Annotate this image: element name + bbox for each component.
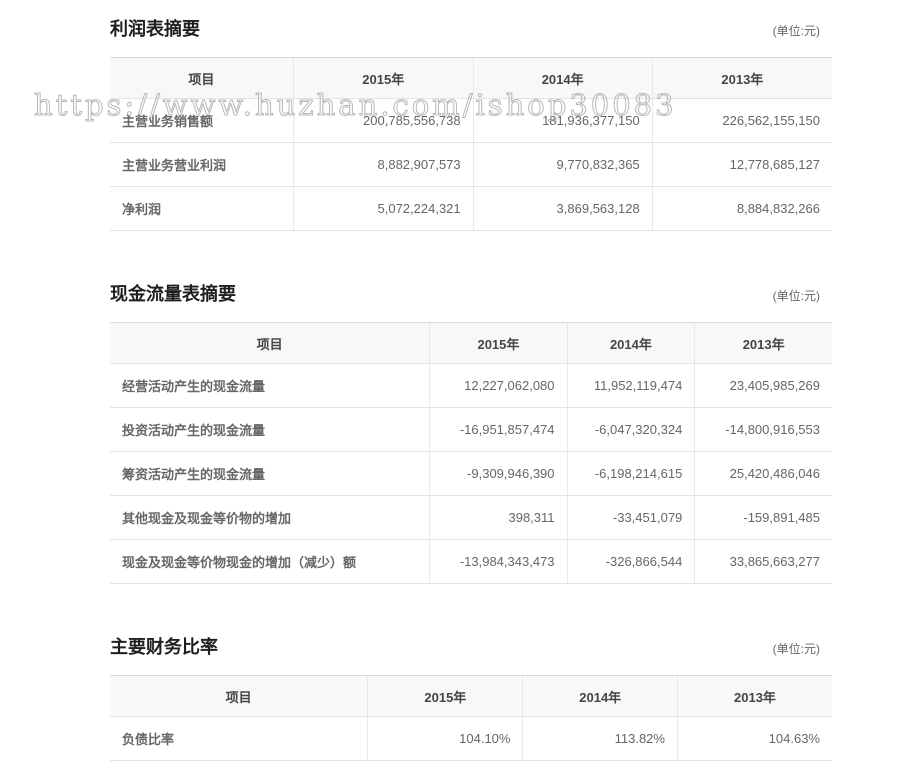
unit-label: (单位:元) [772,24,820,38]
row-label: 主营业务销售额 [110,98,294,143]
financial-ratios-table: 项目 2015年 2014年 2013年 负债比率 104.10% 113.82… [110,675,832,762]
row-label: 净利润 [110,186,294,231]
cell-value: 9,770,832,365 [472,142,653,187]
cell-value: 5,072,224,321 [292,186,474,231]
table-header-row: 项目 2015年 2014年 2013年 [110,322,832,364]
section-header: 主要财务比率 (单位:元) [110,638,832,657]
column-header-2015: 2015年 [429,322,568,364]
row-label: 主营业务营业利润 [110,142,294,187]
column-header-item: 项目 [110,57,294,99]
column-header-2014: 2014年 [472,57,653,99]
table-row: 投资活动产生的现金流量 -16,951,857,474 -6,047,320,3… [110,407,832,452]
table-row: 主营业务营业利润 8,882,907,573 9,770,832,365 12,… [110,142,832,187]
cell-value: 181,936,377,150 [472,98,653,143]
cell-value: -9,309,946,390 [429,451,568,496]
income-statement-table: 项目 2015年 2014年 2013年 主营业务销售额 200,785,556… [110,57,832,231]
row-label: 负债比率 [110,716,368,761]
cell-value: -6,198,214,615 [566,451,695,496]
unit-label: (单位:元) [772,642,820,656]
cell-value: 104.10% [367,716,523,761]
cell-value: 104.63% [676,716,832,761]
cell-value: -14,800,916,553 [694,407,832,452]
section-title-cash-flow: 现金流量表摘要 [110,284,236,304]
cell-value: -16,951,857,474 [429,407,568,452]
table-row: 经营活动产生的现金流量 12,227,062,080 11,952,119,47… [110,363,832,408]
cell-value: -33,451,079 [566,495,695,540]
cell-value: 12,778,685,127 [651,142,832,187]
column-header-2014: 2014年 [522,675,678,717]
cell-value: 12,227,062,080 [429,363,568,408]
column-header-2014: 2014年 [566,322,695,364]
cell-value: -326,866,544 [566,539,695,584]
column-header-2015: 2015年 [367,675,523,717]
cell-value: -159,891,485 [694,495,832,540]
cash-flow-table: 项目 2015年 2014年 2013年 经营活动产生的现金流量 12,227,… [110,322,832,584]
section-income-statement: 利润表摘要 (单位:元) 项目 2015年 2014年 2013年 主营业务销售… [110,20,832,231]
cell-value: 25,420,486,046 [694,451,832,496]
table-row: 净利润 5,072,224,321 3,869,563,128 8,884,83… [110,186,832,231]
table-row-partially-visible [110,760,832,762]
cell-value: 113.82% [522,716,678,761]
cell-value: 200,785,556,738 [292,98,474,143]
column-header-item: 项目 [110,322,430,364]
cell-value: 11,952,119,474 [566,363,695,408]
table-header-row: 项目 2015年 2014年 2013年 [110,675,832,717]
column-header-2013: 2013年 [651,57,832,99]
section-title-income-statement: 利润表摘要 [110,19,200,39]
column-header-2013: 2013年 [676,675,832,717]
cell-value [367,760,523,762]
row-label [110,760,368,762]
table-row: 现金及现金等价物现金的增加（减少）额 -13,984,343,473 -326,… [110,539,832,584]
column-header-2015: 2015年 [292,57,474,99]
cell-value [676,760,832,762]
table-row: 负债比率 104.10% 113.82% 104.63% [110,716,832,761]
cell-value: -6,047,320,324 [566,407,695,452]
table-row: 其他现金及现金等价物的增加 398,311 -33,451,079 -159,8… [110,495,832,540]
section-header: 利润表摘要 (单位:元) [110,20,832,39]
section-title-financial-ratios: 主要财务比率 [110,637,218,657]
cell-value [522,760,678,762]
table-row: 主营业务销售额 200,785,556,738 181,936,377,150 … [110,98,832,143]
cell-value: 8,884,832,266 [651,186,832,231]
column-header-2013: 2013年 [694,322,832,364]
row-label: 现金及现金等价物现金的增加（减少）额 [110,539,430,584]
cell-value: -13,984,343,473 [429,539,568,584]
section-financial-ratios: 主要财务比率 (单位:元) 项目 2015年 2014年 2013年 负债比率 [110,638,832,762]
unit-label: (单位:元) [772,289,820,303]
cell-value: 398,311 [429,495,568,540]
content-area: 利润表摘要 (单位:元) 项目 2015年 2014年 2013年 主营业务销售… [110,0,832,762]
row-label: 其他现金及现金等价物的增加 [110,495,430,540]
cell-value: 8,882,907,573 [292,142,474,187]
section-header: 现金流量表摘要 (单位:元) [110,285,832,304]
cell-value: 226,562,155,150 [651,98,832,143]
row-label: 筹资活动产生的现金流量 [110,451,430,496]
cell-value: 23,405,985,269 [694,363,832,408]
cell-value: 33,865,663,277 [694,539,832,584]
section-cash-flow: 现金流量表摘要 (单位:元) 项目 2015年 2014年 2013年 经营活动… [110,285,832,584]
table-row: 筹资活动产生的现金流量 -9,309,946,390 -6,198,214,61… [110,451,832,496]
cell-value: 3,869,563,128 [472,186,653,231]
row-label: 经营活动产生的现金流量 [110,363,430,408]
table-header-row: 项目 2015年 2014年 2013年 [110,57,832,99]
row-label: 投资活动产生的现金流量 [110,407,430,452]
column-header-item: 项目 [110,675,368,717]
